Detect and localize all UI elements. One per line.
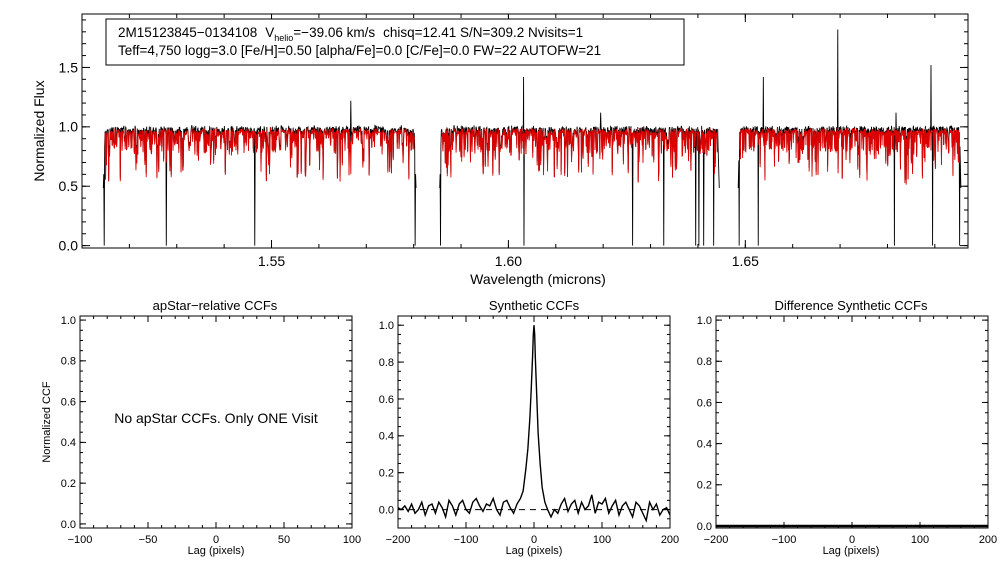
y-tick-label: 0.2 (697, 480, 712, 492)
x-tick-label: −50 (139, 534, 158, 546)
spectrum-info-box: 2M15123845−0134108 Vhelio=−39.06 km/s chis… (105, 18, 685, 66)
x-tick-label: 200 (661, 534, 679, 546)
difference-title: Difference Synthetic CCFs (775, 298, 928, 313)
x-tick-label: −100 (454, 534, 479, 546)
spectrum-axes: 1.55 1.60 1.65 0.0 0.5 1.0 1.5 (59, 14, 968, 269)
x-tick-label: −200 (704, 534, 729, 546)
y-tick-label: 0.2 (379, 468, 394, 480)
y-tick-label: 0.6 (697, 397, 712, 409)
y-tick-label: 0.4 (61, 437, 76, 449)
x-tick-label: 0 (531, 534, 537, 546)
difference-frame (715, 315, 989, 529)
apstar-no-data-message: No apStar CCFs. Only ONE Visit (114, 410, 318, 426)
y-tick-label: 1.5 (59, 59, 79, 75)
y-tick-label: 0.6 (379, 394, 394, 406)
info-box-frame (105, 18, 685, 66)
apstar-axes: −100 −50 0 50 100 0.0 0.2 0.4 0.6 0.8 1.0 (61, 315, 361, 546)
apstar-panel: apStar−relative CCFs −100 −50 0 50 100 0.0 0.2… (41, 298, 361, 557)
y-tick-label: 0.8 (61, 356, 76, 368)
x-tick-label: −200 (386, 534, 411, 546)
spectrum-x-axis-label: Wavelength (microns) (470, 271, 606, 287)
x-tick-label: 100 (911, 534, 929, 546)
spectrum-panel: 1.55 1.60 1.65 0.0 0.5 1.0 1.5 Wavelength (mic… (31, 13, 969, 287)
y-tick-label: 1.0 (697, 315, 712, 327)
info-star-id: 2M15123845−0134108 (118, 25, 257, 40)
info-v-label: V (265, 25, 274, 40)
y-tick-label: 0.4 (697, 438, 712, 450)
spectrum-model-line-chip-2 (440, 127, 719, 183)
difference-x-axis-label: Lag (pixels) (823, 545, 880, 557)
apstar-title: apStar−relative CCFs (153, 298, 278, 313)
synthetic-panel: Synthetic CCFs −200 −100 0 100 200 0.0 0.2 0.4 0… (379, 298, 679, 557)
spectrum-y-axis-label: Normalized Flux (31, 80, 47, 181)
info-line-2: Teff=4,750 logg=3.0 [Fe/H]=0.50 [alpha/F… (118, 43, 601, 58)
x-tick-label: −100 (772, 534, 797, 546)
info-stats: chisq=12.41 S/N=309.2 Nvisits=1 (383, 25, 583, 40)
info-v-value: =−39.06 km/s (293, 25, 375, 40)
x-tick-label: 1.65 (732, 253, 759, 269)
x-tick-label: 1.60 (495, 253, 522, 269)
y-tick-label: 0.0 (697, 521, 712, 533)
difference-panel: Difference Synthetic CCFs −200 −100 0 100 20… (697, 298, 997, 557)
x-tick-label: 50 (278, 534, 290, 546)
y-tick-label: 1.0 (61, 315, 76, 327)
y-tick-label: 0.8 (379, 357, 394, 369)
y-tick-label: 0.8 (697, 356, 712, 368)
synthetic-plot-area (397, 325, 671, 523)
x-tick-label: −100 (68, 534, 93, 546)
x-tick-label: 100 (593, 534, 611, 546)
synthetic-frame (397, 315, 671, 529)
spectrum-frame (81, 13, 969, 249)
x-tick-label: 200 (979, 534, 997, 546)
spectrum-plot-area (102, 29, 962, 246)
y-tick-label: 1.0 (59, 119, 79, 135)
y-tick-label: 1.0 (379, 320, 394, 332)
spectrum-model-line-chip-3 (739, 127, 961, 185)
y-tick-label: 0.6 (61, 396, 76, 408)
synthetic-x-axis-label: Lag (pixels) (506, 545, 563, 557)
apstar-x-axis-label: Lag (pixels) (188, 545, 245, 557)
info-line-1: 2M15123845−0134108 Vhelio=−39.06 km/s chis… (118, 25, 583, 43)
synthetic-title: Synthetic CCFs (489, 298, 580, 313)
synthetic-axes: −200 −100 0 100 200 0.0 0.2 0.4 0.6 0.8 1.0 (379, 315, 679, 546)
apstar-y-axis-label: Normalized CCF (41, 381, 53, 463)
info-v-subscript: helio (274, 33, 293, 43)
synthetic-ccf-line (397, 325, 671, 523)
spectrum-observed-line-chip-2 (439, 76, 720, 246)
x-tick-label: 1.55 (258, 253, 285, 269)
x-tick-label: 0 (213, 534, 219, 546)
spectrum-model-line-chip-1 (104, 126, 415, 182)
x-tick-label: 0 (849, 534, 855, 546)
x-tick-label: 100 (343, 534, 361, 546)
y-tick-label: 0.0 (379, 504, 394, 516)
y-tick-label: 0.0 (61, 519, 76, 531)
y-tick-label: 0.5 (59, 178, 79, 194)
y-tick-label: 0.0 (59, 238, 79, 254)
y-tick-label: 0.2 (61, 478, 76, 490)
y-tick-label: 0.4 (379, 431, 394, 443)
difference-axes: −200 −100 0 100 200 0.0 0.2 0.4 0.6 0.8 1.0 (697, 315, 997, 546)
